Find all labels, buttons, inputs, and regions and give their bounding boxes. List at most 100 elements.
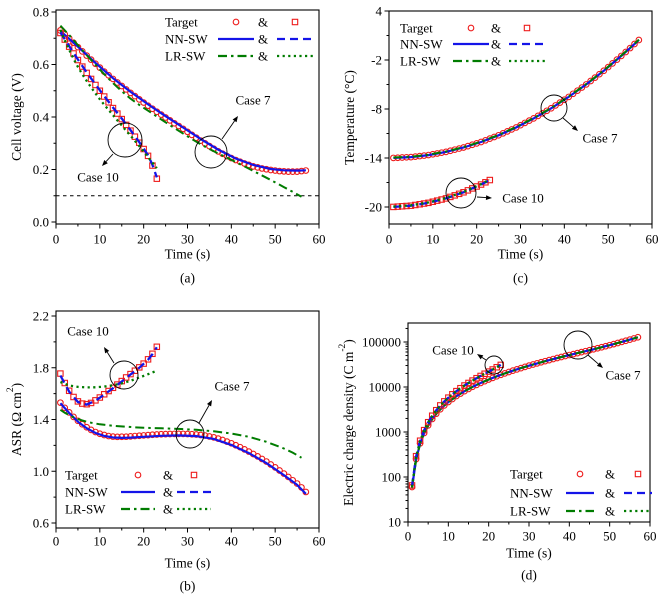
x-tick-label: 60 (644, 529, 657, 544)
annotation-text: Case 7 (235, 93, 271, 108)
data-marker-square (428, 412, 436, 419)
legend-label: NN-SW (165, 32, 208, 47)
legend-label: LR-SW (510, 504, 551, 519)
data-marker-circle (92, 60, 99, 68)
data-marker-circle (631, 40, 638, 48)
chart-a: 0 10 20 30 40 50 60 0.0 0.2 0.4 0.6 0.8 Time (s) (a) C… (9, 5, 326, 286)
data-marker-circle (626, 44, 634, 52)
y-tick-label: 1.8 (33, 360, 49, 375)
x-axis-label: Time (s) (506, 546, 552, 561)
legend-ampersand: & (258, 32, 268, 47)
data-marker-square (122, 374, 130, 381)
annotation-text: Case 10 (67, 324, 109, 339)
data-marker-circle (166, 430, 174, 438)
x-tick-label: 0 (386, 232, 393, 247)
chart-b: 0 10 20 30 40 50 60 0.6 1.0 1.4 1.8 2.2 Time (s) (b) A… (6, 309, 326, 594)
y-tick-label: 0.8 (33, 5, 49, 20)
data-marker-square (144, 152, 152, 160)
x-tick-label: 20 (137, 534, 150, 549)
annotation-arrow-line (198, 405, 210, 424)
data-marker-circle (87, 56, 95, 63)
x-tick-label: 30 (181, 232, 194, 247)
series-nn-case10 (59, 346, 158, 406)
data-marker-square (109, 104, 117, 112)
series-lr-case7 (411, 336, 639, 489)
y-tick-label: 0.0 (33, 215, 49, 230)
x-axis-label: Time (s) (165, 247, 211, 262)
data-marker-circle (144, 431, 152, 439)
annotation-case-10: Case 10 (67, 324, 139, 390)
subplot-caption: (a) (180, 271, 195, 286)
data-marker-square (83, 69, 90, 77)
data-marker-square (57, 370, 64, 377)
annotation-highlight-circle (107, 122, 143, 158)
annotation-arrow-head (596, 362, 603, 368)
data-marker-circle (565, 93, 573, 101)
data-marker-square (65, 387, 73, 395)
data-marker-circle (635, 36, 643, 44)
series-lr-case7 (59, 408, 303, 459)
y-tick-label: 0.6 (33, 516, 50, 531)
x-tick-label: 10 (93, 534, 106, 549)
data-marker-circle (162, 430, 169, 438)
annotation-text: Case 7 (582, 131, 618, 146)
annotation-arrow-line (476, 196, 487, 199)
data-marker-circle (134, 471, 142, 479)
data-marker-circle (569, 90, 577, 98)
annotation-arrow-line (221, 120, 235, 140)
series-nn-case7 (59, 402, 307, 495)
annotation-text: Case 7 (214, 379, 250, 394)
y-tick-label: -2 (371, 53, 382, 68)
series-lr-case7 (393, 38, 640, 159)
annotation-arrow-head (485, 195, 492, 200)
x-tick-label: 30 (181, 534, 194, 549)
data-marker-circle (473, 381, 480, 389)
x-tick-label: 40 (563, 529, 576, 544)
annotation-highlight-circle (109, 360, 139, 390)
data-marker-square (485, 368, 492, 375)
data-marker-circle (70, 413, 77, 421)
data-marker-square (634, 470, 642, 478)
legend-label: LR-SW (400, 54, 441, 69)
legend-ampersand: & (605, 486, 615, 501)
data-marker-square (127, 127, 134, 134)
x-tick-label: 30 (514, 232, 527, 247)
x-tick-label: 10 (93, 232, 106, 247)
data-marker-square (79, 63, 86, 70)
data-marker-circle (65, 409, 73, 416)
data-marker-square (122, 121, 130, 129)
series-lr-case10 (410, 363, 502, 488)
y-axis-label: Electric charge density (C m-2​) (338, 339, 356, 506)
data-marker-circle (153, 431, 161, 438)
data-marker-circle (179, 430, 187, 438)
axes: 0 10 20 30 40 50 60 -20 -14 -8 -2 4 (365, 4, 659, 247)
data-marker-circle (574, 87, 581, 95)
data-marker-square (100, 93, 108, 100)
data-marker-circle (140, 432, 148, 439)
data-marker-circle (171, 430, 178, 438)
data-marker-square (140, 360, 147, 367)
legend-label: NN-SW (510, 486, 553, 501)
data-marker-square (486, 176, 494, 184)
subplot-caption: (d) (521, 568, 537, 583)
y-tick-label: 2.2 (33, 309, 49, 324)
data-marker-square (127, 370, 134, 378)
data-marker-square (291, 18, 299, 26)
legend-label: Target (510, 467, 543, 482)
axes: 0 10 20 30 40 50 60 0.6 1.0 1.4 1.8 2.2 (33, 309, 326, 549)
y-tick-label: 0.4 (33, 110, 50, 125)
y-tick-label: 1.4 (33, 412, 50, 427)
annotation-highlight-circle (563, 330, 593, 360)
legend: Target & NN-SW & LR-SW & (65, 468, 211, 517)
x-axis-label: Time (s) (498, 247, 544, 262)
annotation-highlight-circle (445, 177, 477, 209)
data-marker-circle (131, 432, 139, 440)
data-marker-square (114, 110, 121, 117)
data-marker-circle (284, 168, 292, 175)
legend-label: LR-SW (65, 502, 106, 517)
y-tick-label: 0.2 (33, 162, 49, 177)
data-marker-square (149, 350, 156, 358)
legend-ampersand: & (163, 485, 173, 500)
series-nn-case10 (410, 363, 502, 487)
